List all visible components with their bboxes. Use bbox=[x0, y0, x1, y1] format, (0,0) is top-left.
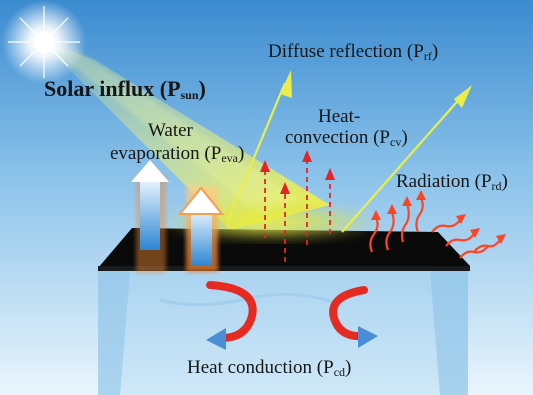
reflection-arrow-icon bbox=[226, 70, 472, 233]
radiation-label: Radiation (Prd) bbox=[396, 171, 508, 193]
convection-arrow-icon bbox=[260, 150, 335, 262]
radiation-arrowheads bbox=[371, 190, 506, 244]
heat-conduction-label: Heat conduction (Pcd) bbox=[187, 357, 352, 379]
conduction-arrow-icon bbox=[206, 281, 378, 350]
diffuse-reflection-label: Diffuse reflection (Prf) bbox=[268, 41, 439, 63]
evaporation-label-line1: Water bbox=[148, 120, 193, 141]
evaporation-arrow-icon bbox=[131, 160, 225, 273]
convection-label-line1: Heat- bbox=[318, 106, 361, 127]
radiation-wave-icon bbox=[369, 197, 501, 259]
evaporation-label: evaporation (Peva) bbox=[110, 143, 245, 165]
convection-label: convection (Pcv) bbox=[285, 127, 408, 149]
solar-influx-label: Solar influx (Psun) bbox=[44, 76, 206, 102]
water-body bbox=[98, 268, 468, 395]
sun-icon bbox=[2, 0, 86, 84]
